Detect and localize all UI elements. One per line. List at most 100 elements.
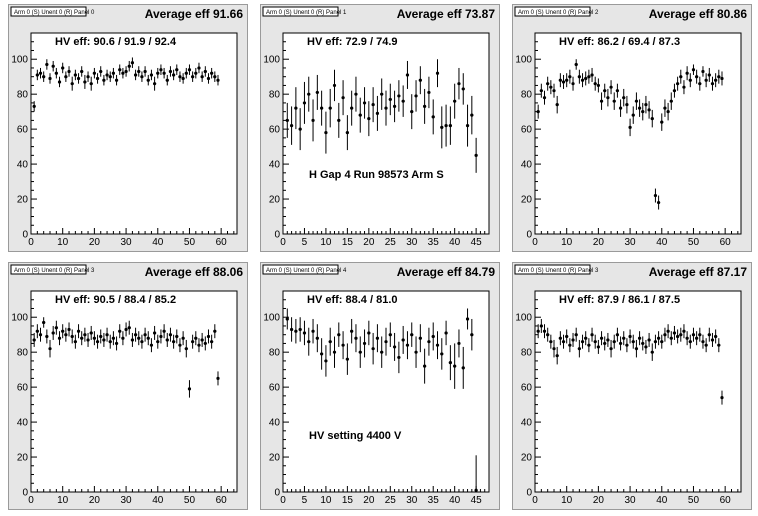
data-point [710,332,715,347]
data-point [168,66,173,77]
marker [606,338,610,342]
marker [118,68,122,72]
panel-0: Arm 0 (S) Unent 0 (R) Panel 0 Average eff… [8,4,248,252]
data-point [362,329,367,358]
data-point [418,66,422,95]
data-point [213,71,217,82]
x-tick-label: 50 [184,237,196,248]
data-point [76,324,81,339]
data-point [565,73,569,88]
data-point [130,57,135,68]
marker [328,340,332,344]
marker [298,327,302,332]
marker [51,64,55,68]
marker [320,106,324,110]
marker [410,333,414,337]
data-point [707,327,711,342]
data-point [371,87,375,123]
marker [384,106,388,110]
x-tick-label: 0 [28,495,34,506]
marker [663,106,667,110]
data-point [350,90,354,126]
marker [149,343,154,347]
data-point [580,73,585,88]
marker [124,69,128,74]
marker [137,336,141,340]
plot-area [534,32,742,235]
y-tick-label: 40 [269,418,281,429]
marker [590,333,594,337]
marker [612,340,616,344]
marker [127,326,131,330]
x-tick-label: 5 [302,237,308,248]
data-point [294,87,298,130]
data-point [558,73,562,88]
marker [127,64,131,68]
data-point [324,345,328,377]
marker [51,331,55,335]
data-point [102,74,106,86]
marker [380,92,384,96]
x-tick-label: 35 [428,237,440,248]
data-point [159,329,163,344]
data-point [448,345,452,381]
average-efficiency-label: Average eff 73.87 [397,7,496,21]
data-point [32,332,36,347]
marker [565,334,569,339]
data-point [637,99,642,117]
marker [710,338,715,342]
data-point [133,327,138,342]
marker [650,117,654,121]
marker [405,343,410,347]
data-point [73,334,77,349]
x-tick-label: 25 [385,495,397,506]
data-point [388,83,392,116]
marker [539,89,543,93]
marker [175,68,179,72]
marker [99,334,103,339]
data-point [324,111,328,154]
marker [133,73,138,77]
plot-area [30,32,238,235]
data-point [618,99,623,117]
marker [546,333,550,337]
y-tick-label: 100 [515,313,532,324]
data-point [587,338,591,353]
data-point [337,102,341,138]
data-point [695,69,699,84]
marker [631,340,635,344]
marker [32,104,36,109]
data-point [628,329,632,344]
y-tick-label: 80 [269,348,281,359]
marker [146,336,150,340]
marker [67,69,71,74]
y-tick-label: 60 [269,383,281,394]
data-point [599,92,604,110]
data-point [453,83,457,119]
data-point [414,336,418,368]
marker [95,340,100,344]
y-tick-label: 40 [269,160,281,171]
x-tick-label: 30 [121,495,133,506]
y-tick-label: 100 [263,55,280,66]
marker [105,333,109,337]
marker [172,73,176,77]
data-point [332,69,337,102]
data-point [194,331,198,346]
data-point [539,83,543,98]
marker [294,106,298,110]
data-point [698,327,702,342]
data-point [555,346,559,365]
hv-efficiency-label: HV eff: 88.4 / 81.0 [307,294,398,306]
marker [461,366,465,370]
marker [691,333,696,337]
marker [159,334,163,339]
data-point [187,380,192,398]
x-tick-label: 40 [449,495,461,506]
x-tick-label: 15 [342,237,354,248]
data-point [118,324,122,339]
marker [350,329,354,333]
marker [213,75,217,79]
marker [603,341,607,346]
marker [660,340,664,344]
